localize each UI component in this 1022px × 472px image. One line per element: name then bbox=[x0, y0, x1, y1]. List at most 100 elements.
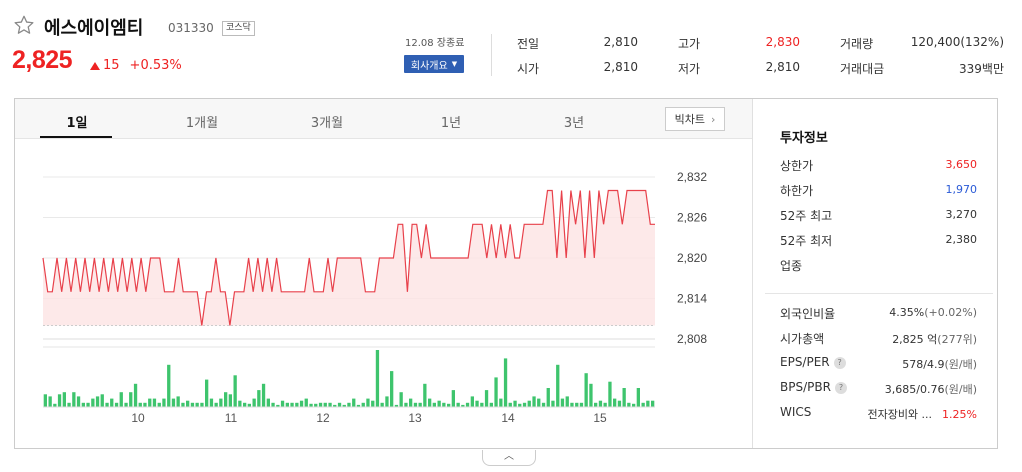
foreign-ratio: 4.35% bbox=[889, 306, 925, 319]
volume-bar bbox=[100, 394, 104, 407]
volume-bar bbox=[565, 396, 569, 407]
help-icon[interactable]: ? bbox=[834, 381, 847, 394]
volume-bar bbox=[508, 402, 512, 407]
volume-bar bbox=[333, 404, 337, 407]
x-tick-label: 12 bbox=[316, 411, 330, 425]
bigchart-button[interactable]: 빅차트 › bbox=[665, 107, 725, 131]
volume-bar bbox=[575, 402, 579, 407]
volume-bar bbox=[228, 394, 232, 407]
volume-bar bbox=[119, 392, 123, 407]
active-tab-underline bbox=[40, 136, 112, 138]
collapse-button[interactable]: ︿ bbox=[482, 450, 536, 466]
volume-bar bbox=[48, 396, 52, 407]
volume-bar bbox=[551, 400, 555, 407]
volume-bar bbox=[81, 402, 85, 407]
low52-label: 52주 최저 bbox=[780, 234, 833, 248]
volume-bar bbox=[394, 404, 399, 407]
amount-label: 거래대금 bbox=[840, 62, 885, 76]
favorite-star-icon[interactable] bbox=[13, 14, 35, 36]
low52-value: 2,380 bbox=[945, 233, 978, 246]
company-overview-label: 회사개요 bbox=[410, 60, 448, 72]
volume-bar bbox=[541, 402, 546, 407]
wics-sector[interactable]: 전자장비와 ... bbox=[867, 408, 933, 421]
volume-bar bbox=[522, 402, 527, 407]
x-tick-label: 15 bbox=[593, 411, 607, 425]
volume-bar bbox=[62, 392, 66, 407]
volume-bar bbox=[290, 402, 294, 407]
volume-bar bbox=[57, 394, 62, 407]
info-title: 투자정보 bbox=[780, 131, 828, 146]
y-tick-label: 2,820 bbox=[677, 251, 707, 265]
volume-bar bbox=[328, 402, 332, 407]
volume-bar bbox=[613, 398, 617, 407]
volume-bar bbox=[280, 400, 285, 407]
volume-bar bbox=[352, 398, 356, 407]
volume-bar bbox=[579, 402, 584, 407]
volume-bar bbox=[295, 402, 299, 407]
volume-bar bbox=[361, 402, 365, 407]
volume-bar bbox=[651, 400, 655, 407]
open-label: 시가 bbox=[517, 62, 540, 76]
volume-bar bbox=[347, 402, 351, 407]
volume-bar bbox=[451, 390, 455, 407]
wics-value: 전자장비와 ... 1.25% bbox=[867, 406, 977, 422]
volume-bar bbox=[489, 402, 493, 407]
company-overview-button[interactable]: 회사개요 ▼ bbox=[404, 55, 464, 73]
stock-header: 에스에이엠티 031330 코스닥 2,825 15 +0.53% 12.08 … bbox=[0, 0, 1022, 90]
x-tick-label: 11 bbox=[225, 411, 238, 425]
volume-bar bbox=[518, 403, 522, 407]
volume-bar bbox=[375, 350, 380, 407]
high52-label: 52주 최고 bbox=[780, 209, 833, 223]
volume-bar bbox=[494, 377, 498, 407]
volume-bar bbox=[299, 400, 304, 407]
volume-bar bbox=[238, 400, 242, 407]
price-chart[interactable]: 2,832 2,826 2,820 2,814 2,808 10 11 12 13 14 15 bbox=[15, 140, 752, 448]
volume-bar bbox=[608, 381, 612, 407]
market-status-date: 12.08 장종료 bbox=[405, 38, 465, 49]
volume-bar bbox=[195, 402, 199, 407]
volume-bar bbox=[484, 390, 489, 407]
eps-per-unit: (원/배) bbox=[944, 358, 977, 371]
current-price: 2,825 bbox=[12, 46, 73, 74]
tab-1month[interactable]: 1개월 bbox=[185, 116, 219, 131]
help-icon[interactable]: ? bbox=[833, 356, 846, 369]
y-tick-label: 2,826 bbox=[677, 211, 707, 225]
volume-bar bbox=[323, 402, 327, 407]
volume-bar bbox=[91, 398, 95, 407]
period-tabs: 1일 1개월 3개월 1년 3년 빅차트 › bbox=[15, 99, 753, 139]
volume-bar bbox=[233, 375, 237, 407]
volume-bar bbox=[380, 402, 384, 407]
volume-bar bbox=[503, 358, 508, 407]
eps-per-text: EPS/PER bbox=[780, 355, 830, 369]
volume-bar bbox=[110, 398, 114, 407]
volume-bar bbox=[546, 388, 550, 407]
low-label: 저가 bbox=[678, 62, 701, 76]
eps-per-label: EPS/PER? bbox=[780, 355, 846, 369]
stock-code: 031330 bbox=[168, 21, 214, 35]
volume-bar bbox=[200, 402, 204, 407]
volume-label: 거래량 bbox=[840, 37, 874, 51]
tab-3month[interactable]: 3개월 bbox=[310, 116, 344, 131]
tab-1year[interactable]: 1년 bbox=[440, 116, 462, 131]
volume-bar bbox=[186, 400, 190, 407]
volume-bar bbox=[309, 403, 313, 407]
volume-bar bbox=[114, 402, 119, 407]
volume-value: 120,400(132%) bbox=[910, 35, 1004, 49]
volume-bar bbox=[209, 398, 214, 407]
volume-bar bbox=[475, 400, 479, 407]
volume-bar bbox=[76, 396, 81, 407]
volume-bar bbox=[598, 400, 603, 407]
market-cap-label: 시가총액 bbox=[780, 332, 825, 346]
bps-pbr-value: 3,685/0.76(원/배) bbox=[885, 381, 977, 397]
volume-bar bbox=[366, 398, 370, 407]
tab-3year[interactable]: 3년 bbox=[563, 116, 585, 131]
up-arrow-icon bbox=[90, 61, 100, 70]
foreign-ratio-change: (+0.02%) bbox=[924, 306, 977, 319]
divider bbox=[491, 34, 492, 76]
volume-bar bbox=[143, 402, 147, 407]
tab-1day[interactable]: 1일 bbox=[66, 116, 88, 131]
volume-bar bbox=[157, 402, 161, 407]
volume-bar bbox=[537, 398, 541, 407]
bps-pbr: 3,685/0.76 bbox=[884, 383, 945, 396]
volume-bar bbox=[337, 402, 342, 407]
